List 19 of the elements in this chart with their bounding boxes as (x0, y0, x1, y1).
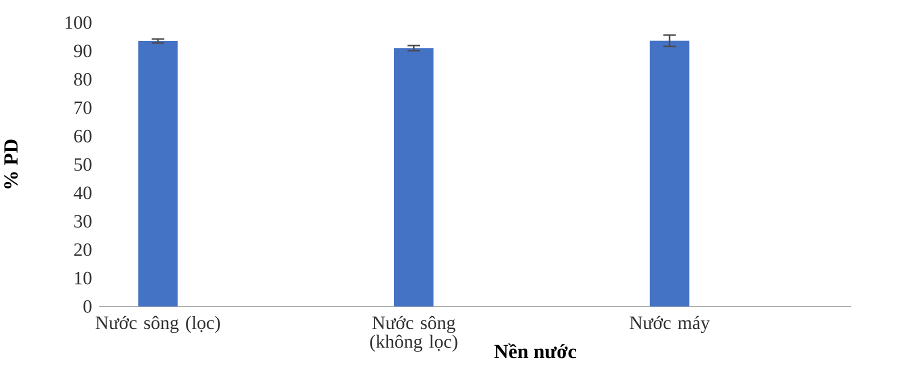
x-axis-title: Nền nước (494, 344, 576, 358)
bar (650, 40, 690, 307)
y-axis-title: % PD (4, 140, 18, 189)
y-tick-label: 30 (74, 215, 92, 228)
bar (138, 41, 178, 307)
bar (394, 48, 434, 307)
y-tick-label: 40 (74, 186, 92, 200)
x-tick-label: Nước sông (không lọc) (370, 316, 458, 352)
y-tick-label: 70 (74, 102, 92, 114)
y-tick-label: 20 (74, 244, 92, 256)
y-tick-label: 0 (84, 300, 92, 313)
x-tick-label: Nước sông (lọc) (96, 316, 220, 334)
y-tick-label: 80 (74, 73, 92, 86)
y-tick-label: 100 (66, 16, 92, 30)
y-tick-label: 50 (74, 158, 92, 172)
y-tick-label: 60 (74, 130, 92, 143)
x-tick-label: Nước máy (630, 316, 710, 334)
y-tick-label: 90 (74, 44, 92, 58)
y-tick-label: 10 (75, 272, 92, 285)
